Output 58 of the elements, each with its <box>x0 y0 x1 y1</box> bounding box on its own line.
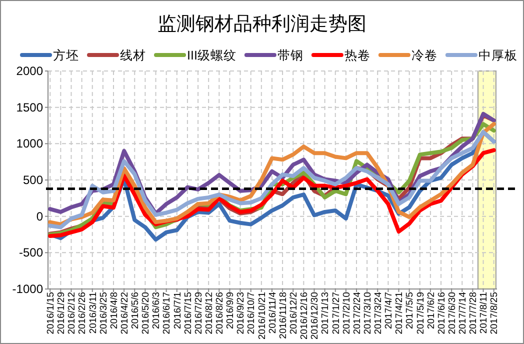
x-tick-label: 2016/10/21 <box>256 292 268 340</box>
x-tick-label: 2017/2/10 <box>341 292 352 334</box>
y-tick-label: 1500 <box>16 100 44 114</box>
y-tick-label: 0 <box>36 209 44 224</box>
legend-label: 带钢 <box>277 48 304 62</box>
y-tick-label: -500 <box>18 246 44 260</box>
x-tick-label: 2017/3/10 <box>362 292 374 334</box>
x-tick-label: 2016/3/11 <box>88 292 99 334</box>
x-tick-label: 2016/7/29 <box>193 292 204 334</box>
x-tick-label: 2016/5/6 <box>130 292 142 329</box>
x-tick-label: 2016/11/4 <box>267 292 278 334</box>
x-tick-label: 2016/10/7 <box>246 292 258 334</box>
legend-label: 热卷 <box>344 48 370 62</box>
x-tick-label: 2017/4/7 <box>384 292 395 329</box>
y-tick-label: 2000 <box>16 64 44 78</box>
x-tick-label: 2016/6/17 <box>162 292 173 334</box>
x-tick-label: 2017/3/24 <box>373 292 384 334</box>
x-tick-label: 2017/7/28 <box>468 292 480 334</box>
x-tick-label: 2016/11/18 <box>278 292 289 339</box>
x-tick-label: 2016/9/23 <box>236 292 247 334</box>
x-tick-label: 2016/2/12 <box>66 292 78 334</box>
x-tick-label: 2017/6/16 <box>436 292 448 334</box>
x-tick-label: 2017/4/21 <box>394 292 406 334</box>
legend-label: 中厚板 <box>478 48 518 62</box>
x-tick-label: 2017/5/5 <box>404 292 416 329</box>
x-tick-label: 2016/3/25 <box>98 292 110 334</box>
chart-title: 监测钢材品种利润走势图 <box>158 13 366 35</box>
x-tick-label: 2016/1/29 <box>56 292 68 334</box>
x-tick-label: 2017/1/13 <box>320 292 332 334</box>
x-tick-label: 2016/4/8 <box>108 292 120 329</box>
x-tick-label: 2017/6/2 <box>426 292 437 329</box>
legend-label: III级螺纹 <box>187 48 236 62</box>
x-tick-label: 2016/6/3 <box>151 292 162 329</box>
x-tick-label: 2016/9/9 <box>225 292 236 329</box>
y-tick-label: 500 <box>22 173 44 187</box>
x-tick-label: 2017/2/24 <box>352 292 363 334</box>
x-tick-label: 2017/8/25 <box>489 292 500 334</box>
legend-label: 方坯 <box>53 48 79 62</box>
x-tick-label: 2017/1/27 <box>330 292 342 334</box>
x-tick-label: 2016/12/30 <box>310 292 321 340</box>
x-tick-label: 2016/12/16 <box>299 292 310 340</box>
x-tick-label: 2016/8/12 <box>204 292 215 334</box>
legend-label: 冷卷 <box>411 48 438 62</box>
x-tick-label: 2017/5/19 <box>415 292 426 334</box>
x-tick-label: 2016/4/22 <box>119 292 130 334</box>
y-tick-label: -1000 <box>12 282 44 296</box>
x-tick-label: 2016/2/26 <box>77 292 88 334</box>
x-tick-label: 2016/7/15 <box>182 292 194 334</box>
y-tick-label: 1000 <box>16 136 44 151</box>
x-tick-label: 2016/1/15 <box>46 292 57 334</box>
x-tick-label: 2016/7/1 <box>172 292 184 329</box>
x-tick-label: 2016/8/26 <box>214 292 226 334</box>
x-tick-label: 2017/8/11 <box>478 292 490 334</box>
x-tick-label: 2016/12/2 <box>288 292 300 334</box>
x-tick-label: 2016/5/20 <box>140 292 152 334</box>
legend-label: 线材 <box>120 48 146 62</box>
x-tick-label: 2017/6/30 <box>446 292 458 334</box>
x-tick-label: 2017/7/14 <box>458 292 469 334</box>
